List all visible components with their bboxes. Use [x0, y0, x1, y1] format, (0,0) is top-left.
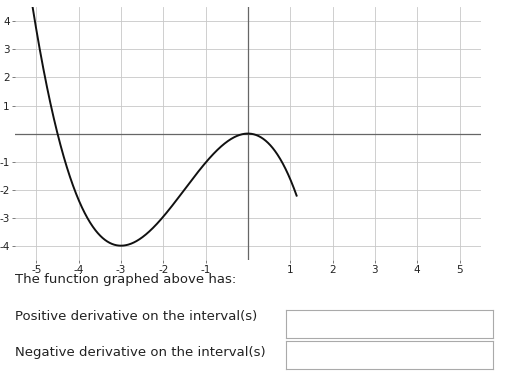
Text: The function graphed above has:: The function graphed above has:: [15, 273, 236, 286]
Text: Negative derivative on the interval(s): Negative derivative on the interval(s): [15, 346, 265, 359]
Text: Positive derivative on the interval(s): Positive derivative on the interval(s): [15, 310, 257, 323]
